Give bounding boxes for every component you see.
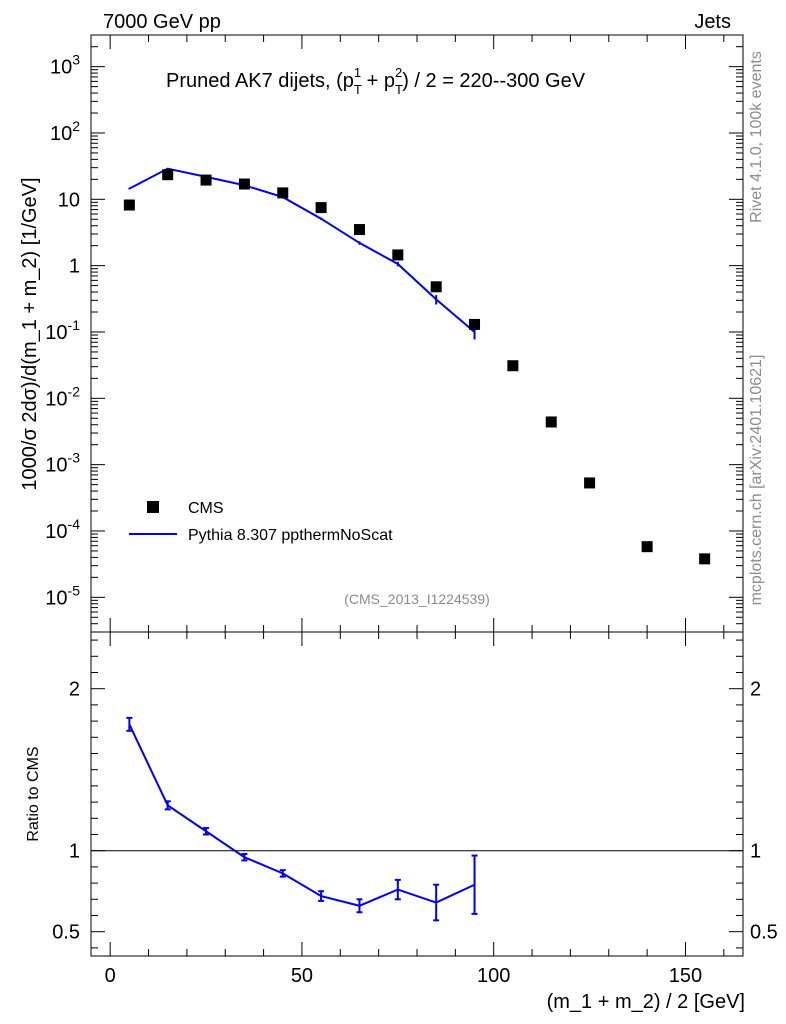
main-title: Pruned AK7 dijets, (pT1 + pT2) / 2 = 220…: [166, 65, 586, 97]
cms-point: [699, 553, 711, 565]
cms-point: [353, 224, 365, 236]
cms-point: [507, 360, 519, 372]
title-sup-1: 1: [354, 65, 361, 80]
y-tick-label: 102: [50, 118, 80, 145]
title-sub-2: T: [395, 82, 403, 97]
x-tick-label: 0: [105, 965, 116, 987]
y-tick-label: 1: [69, 256, 80, 278]
ratio-y-tick-label-right: 0.5: [750, 922, 778, 944]
rivet-label: Rivet 4.1.0, 100k events: [748, 51, 765, 223]
x-tick-label: 150: [669, 965, 702, 987]
ratio-y-tick-label: 1: [69, 841, 80, 863]
y-tick-label: 10-3: [45, 450, 80, 477]
x-tick-label: 100: [477, 965, 510, 987]
ratio-y-tick-label-right: 2: [750, 679, 761, 701]
cms-point: [123, 199, 135, 211]
header-right: Jets: [694, 11, 731, 33]
legend-cms-marker: [147, 501, 159, 513]
ratio-y-tick-label-right: 1: [750, 841, 761, 863]
analysis-watermark: (CMS_2013_I1224539): [344, 591, 490, 607]
cms-point: [545, 416, 557, 428]
cms-point: [584, 477, 596, 489]
ratio-line: [128, 723, 475, 907]
title-sup-2: 2: [395, 65, 402, 80]
xlabel: (m_1 + m_2) / 2 [GeV]: [547, 991, 745, 1013]
ratio-y-tick-label: 0.5: [52, 922, 80, 944]
y-tick-label: 103: [50, 52, 80, 79]
ratio-plot-frame: [90, 631, 744, 957]
cms-point: [641, 541, 653, 553]
mcplots-label: mcplots.cern.ch [arXiv:2401.10621]: [748, 355, 765, 606]
title-sub-1: T: [354, 82, 362, 97]
cms-point: [430, 281, 442, 293]
ratio-ylabel: Ratio to CMS: [25, 746, 42, 841]
main-ylabel: 1000/σ 2dσ)/d(m_1 + m_2) [1/GeV]: [19, 177, 41, 490]
y-tick-label: 10: [58, 189, 80, 211]
cms-point: [238, 178, 250, 190]
y-tick-label: 10-4: [45, 516, 80, 543]
pythia-line: [128, 167, 476, 333]
x-tick-label: 50: [291, 965, 313, 987]
title-prefix: Pruned AK7 dijets, (p: [166, 70, 354, 92]
cms-point: [200, 174, 212, 186]
cms-point: [315, 202, 327, 214]
cms-point: [277, 187, 289, 199]
cms-point: [162, 169, 174, 181]
y-tick-label: 10-1: [45, 317, 80, 344]
legend-pythia-label: Pythia 8.307 ppthermNoScat: [188, 527, 393, 544]
cms-point: [469, 318, 481, 330]
y-tick-label: 10-2: [45, 383, 80, 410]
title-suffix: ) / 2 = 220--300 GeV: [402, 70, 586, 92]
title-mid: + p: [361, 70, 395, 92]
ratio-y-tick-label: 2: [69, 679, 80, 701]
legend-cms-label: CMS: [188, 500, 224, 517]
y-tick-label: 10-5: [45, 582, 80, 609]
header-left: 7000 GeV pp: [103, 11, 221, 33]
cms-point: [392, 249, 404, 261]
